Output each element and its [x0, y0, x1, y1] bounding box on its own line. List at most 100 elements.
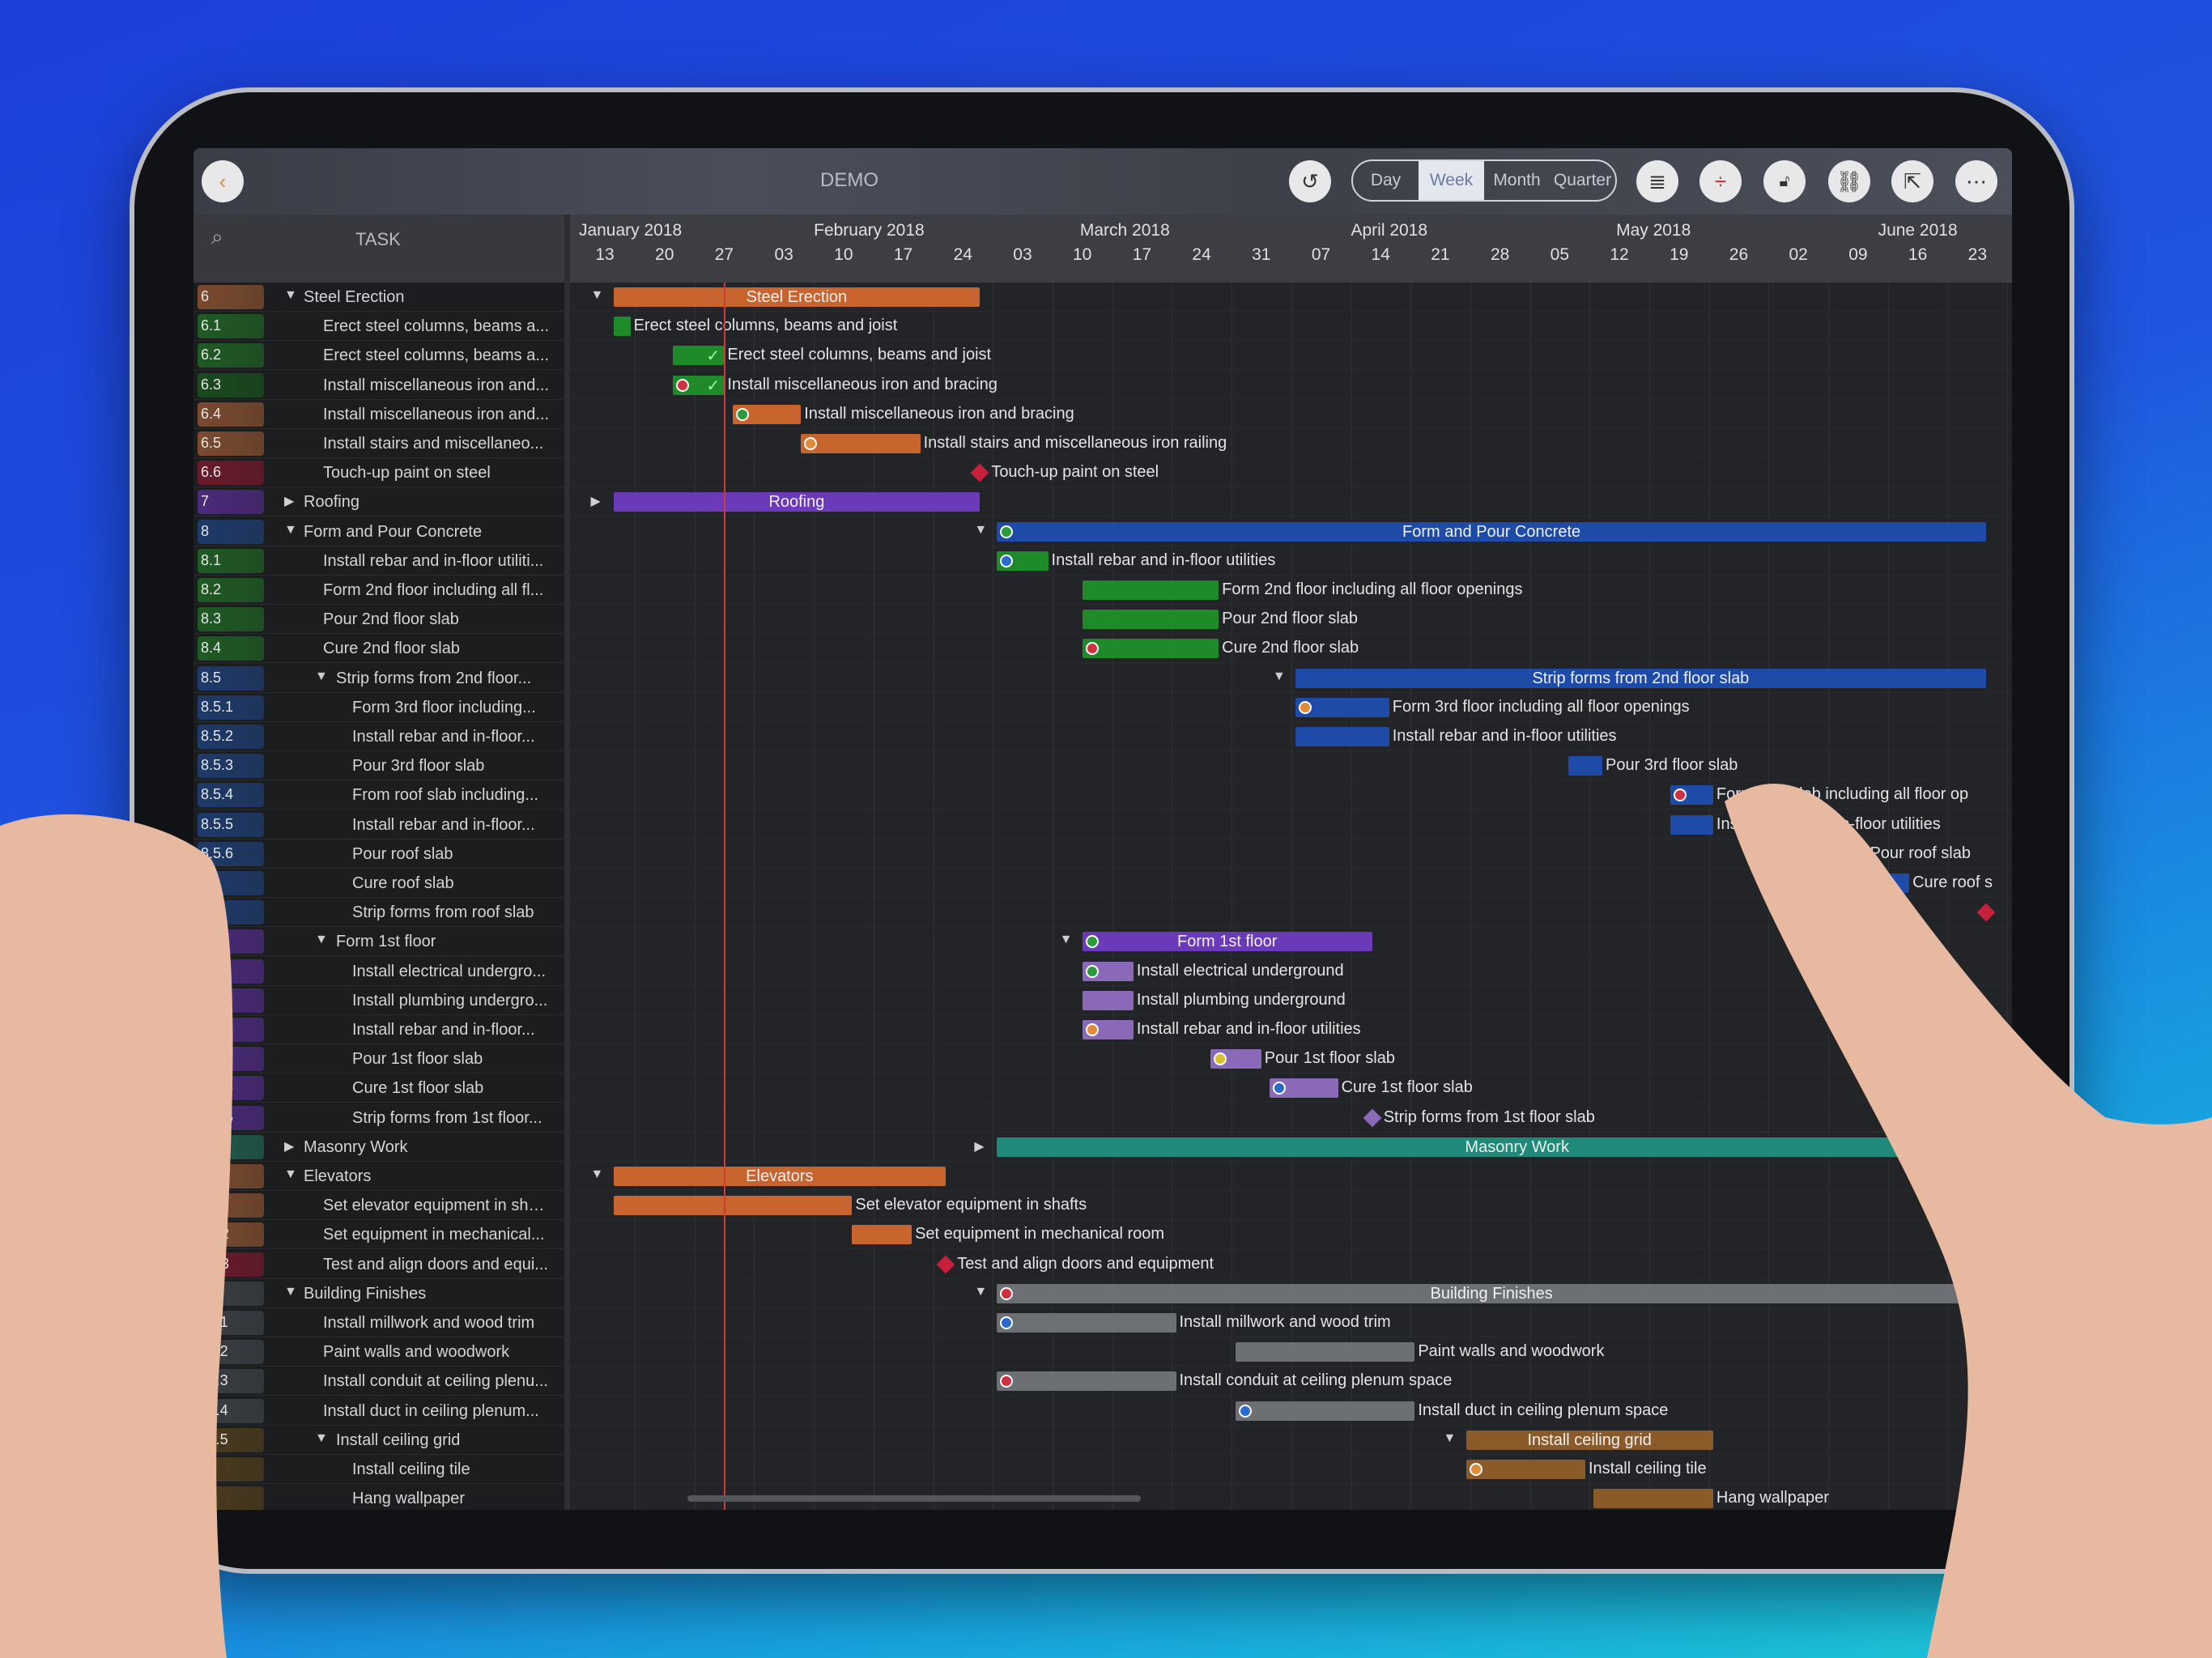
- task-row[interactable]: 8.1 Install rebar and in-floor utiliti...: [194, 546, 564, 576]
- summary-bar[interactable]: Masonry Work: [997, 1137, 2012, 1157]
- summary-bar[interactable]: Install ceiling grid: [1465, 1430, 1713, 1450]
- expand-triangle-icon[interactable]: ▶: [284, 495, 295, 509]
- horizontal-scrollbar[interactable]: [687, 1495, 1141, 1502]
- collapse-triangle-icon[interactable]: ▼: [315, 669, 328, 683]
- status-indicator-icon: [1085, 1023, 1099, 1036]
- status-indicator-icon: [804, 437, 818, 450]
- collapse-triangle-icon[interactable]: ▼: [1443, 1431, 1457, 1445]
- gantt-row: Install rebar and in-floor utilities: [570, 546, 2012, 576]
- task-bar[interactable]: [613, 317, 631, 337]
- task-bar[interactable]: [1082, 639, 1219, 659]
- export-button[interactable]: ⇱: [1891, 160, 1933, 202]
- task-bar[interactable]: [613, 1196, 853, 1216]
- status-indicator-icon: [1213, 1052, 1227, 1066]
- collapse-triangle-icon[interactable]: ▼: [284, 522, 297, 537]
- task-bar[interactable]: [852, 1225, 912, 1245]
- task-bar[interactable]: [801, 434, 921, 453]
- task-bar[interactable]: [1295, 727, 1389, 746]
- task-id-chip: 6.6: [198, 461, 264, 486]
- task-row[interactable]: 6.1 Erect steel columns, beams a...: [194, 312, 564, 342]
- summary-bar[interactable]: Steel Erection: [613, 287, 981, 307]
- task-bar[interactable]: [1236, 1401, 1415, 1421]
- task-bar[interactable]: [1082, 990, 1134, 1010]
- task-row[interactable]: 8.5.5 Install rebar and in-floor...: [194, 810, 564, 840]
- row-height-button[interactable]: ÷: [1699, 160, 1742, 202]
- task-row[interactable]: 6 ▼ Steel Erection: [194, 283, 564, 312]
- task-row[interactable]: 6.4 Install miscellaneous iron and...: [194, 400, 564, 429]
- task-row[interactable]: 8.5 ▼ Strip forms from 2nd floor...: [194, 664, 564, 693]
- week-label: 10: [834, 245, 853, 264]
- task-id-chip: 6.3: [198, 372, 264, 397]
- task-bar[interactable]: [997, 1371, 1176, 1392]
- toolbar: ‹ DEMO ↺ Day Week Month Quarter ≣ ÷ 🔓︎ ⛓…: [194, 148, 2012, 215]
- task-row[interactable]: 6.5 Install stairs and miscellaneo...: [194, 429, 564, 458]
- summary-bar[interactable]: Elevators: [613, 1167, 946, 1186]
- view-quarter[interactable]: Quarter: [1553, 171, 1612, 189]
- task-bar[interactable]: [1236, 1342, 1415, 1363]
- task-row[interactable]: 8.5.4 From roof slab including...: [194, 780, 564, 810]
- task-id-chip: 6.4: [198, 402, 264, 427]
- task-row[interactable]: 8.5.2 Install rebar and in-floor...: [194, 722, 564, 751]
- gantt-row: Erect steel columns, beams and joist ✓: [570, 341, 2012, 371]
- bar-label: Install conduit at ceiling plenum space: [1179, 1371, 1453, 1390]
- task-row[interactable]: 8.4 Cure 2nd floor slab: [194, 634, 564, 664]
- expand-triangle-icon[interactable]: ▶: [974, 1139, 985, 1154]
- task-row[interactable]: 6.2 Erect steel columns, beams a...: [194, 341, 564, 371]
- bar-label: Hang wallpaper: [1716, 1489, 1829, 1507]
- expand-triangle-icon[interactable]: ▶: [590, 495, 601, 509]
- collapse-triangle-icon[interactable]: ▼: [284, 288, 297, 302]
- search-icon[interactable]: ⌕: [211, 224, 223, 249]
- expand-triangle-icon[interactable]: ▶: [284, 1139, 295, 1154]
- collapse-triangle-icon[interactable]: ▼: [284, 1167, 297, 1181]
- task-bar[interactable]: [1082, 610, 1219, 630]
- task-bar[interactable]: [997, 1313, 1176, 1333]
- pane-splitter[interactable]: [564, 215, 570, 1510]
- undo-button[interactable]: ↺: [1289, 160, 1331, 202]
- task-bar[interactable]: [1082, 580, 1219, 600]
- month-label: April 2018: [1351, 221, 1428, 240]
- task-row[interactable]: 6.6 Touch-up paint on steel: [194, 458, 564, 488]
- view-day[interactable]: Day: [1370, 171, 1402, 189]
- link-button[interactable]: ⛓︎: [1828, 160, 1870, 202]
- task-row[interactable]: 6.3 Install miscellaneous iron and...: [194, 371, 564, 400]
- collapse-triangle-icon[interactable]: ▼: [1272, 669, 1286, 683]
- task-row[interactable]: 8.5.3 Pour 3rd floor slab: [194, 751, 564, 781]
- gantt-row: Install rebar and in-floor utilities: [570, 1015, 2012, 1044]
- collapse-triangle-icon[interactable]: ▼: [284, 1284, 297, 1299]
- task-bar[interactable]: [1568, 756, 1602, 776]
- summary-bar[interactable]: Building Finishes: [997, 1283, 1986, 1303]
- bar-label: Test and align doors and equipment: [957, 1254, 1214, 1273]
- task-row[interactable]: 8.2 Form 2nd floor including all fl...: [194, 576, 564, 605]
- collapse-triangle-icon[interactable]: ▼: [1059, 933, 1073, 947]
- view-week[interactable]: Week: [1419, 161, 1484, 200]
- task-row[interactable]: 8 ▼ Form and Pour Concrete: [194, 517, 564, 546]
- view-month[interactable]: Month: [1493, 171, 1541, 189]
- collapse-triangle-icon[interactable]: ▼: [974, 1284, 988, 1299]
- task-bar[interactable]: [673, 346, 725, 366]
- task-row[interactable]: 8.3 Pour 2nd floor slab: [194, 605, 564, 635]
- summary-bar[interactable]: Form and Pour Concrete: [997, 521, 1986, 542]
- collapse-triangle-icon[interactable]: ▼: [315, 1431, 328, 1445]
- document-title: DEMO: [820, 169, 878, 191]
- collapse-triangle-icon[interactable]: ▼: [590, 1167, 604, 1181]
- indent-button[interactable]: ≣: [1636, 160, 1678, 202]
- more-button[interactable]: ⋯: [1955, 160, 1997, 202]
- list-indent-icon: ≣: [1648, 168, 1666, 193]
- collapse-triangle-icon[interactable]: ▼: [590, 288, 604, 302]
- gantt-row: Pour 1st floor slab: [570, 1044, 2012, 1074]
- week-label: 17: [1132, 245, 1152, 264]
- summary-bar[interactable]: Strip forms from 2nd floor slab: [1295, 668, 1986, 688]
- task-bar[interactable]: [1670, 814, 1713, 835]
- task-row[interactable]: 7 ▶ Roofing: [194, 487, 564, 517]
- collapse-triangle-icon[interactable]: ▼: [315, 933, 328, 947]
- task-bar[interactable]: [1593, 1489, 1713, 1509]
- lock-button[interactable]: 🔓︎: [1763, 160, 1806, 202]
- task-bar[interactable]: [1465, 1460, 1585, 1479]
- summary-bar[interactable]: Roofing: [613, 492, 981, 512]
- task-id-chip: 8: [198, 519, 264, 544]
- summary-bar[interactable]: Form 1st floor: [1082, 932, 1372, 952]
- week-gridline: [1291, 283, 1292, 1510]
- collapse-triangle-icon[interactable]: ▼: [974, 522, 988, 537]
- task-row[interactable]: 8.5.1 Form 3rd floor including...: [194, 693, 564, 722]
- back-button[interactable]: ‹: [202, 160, 244, 202]
